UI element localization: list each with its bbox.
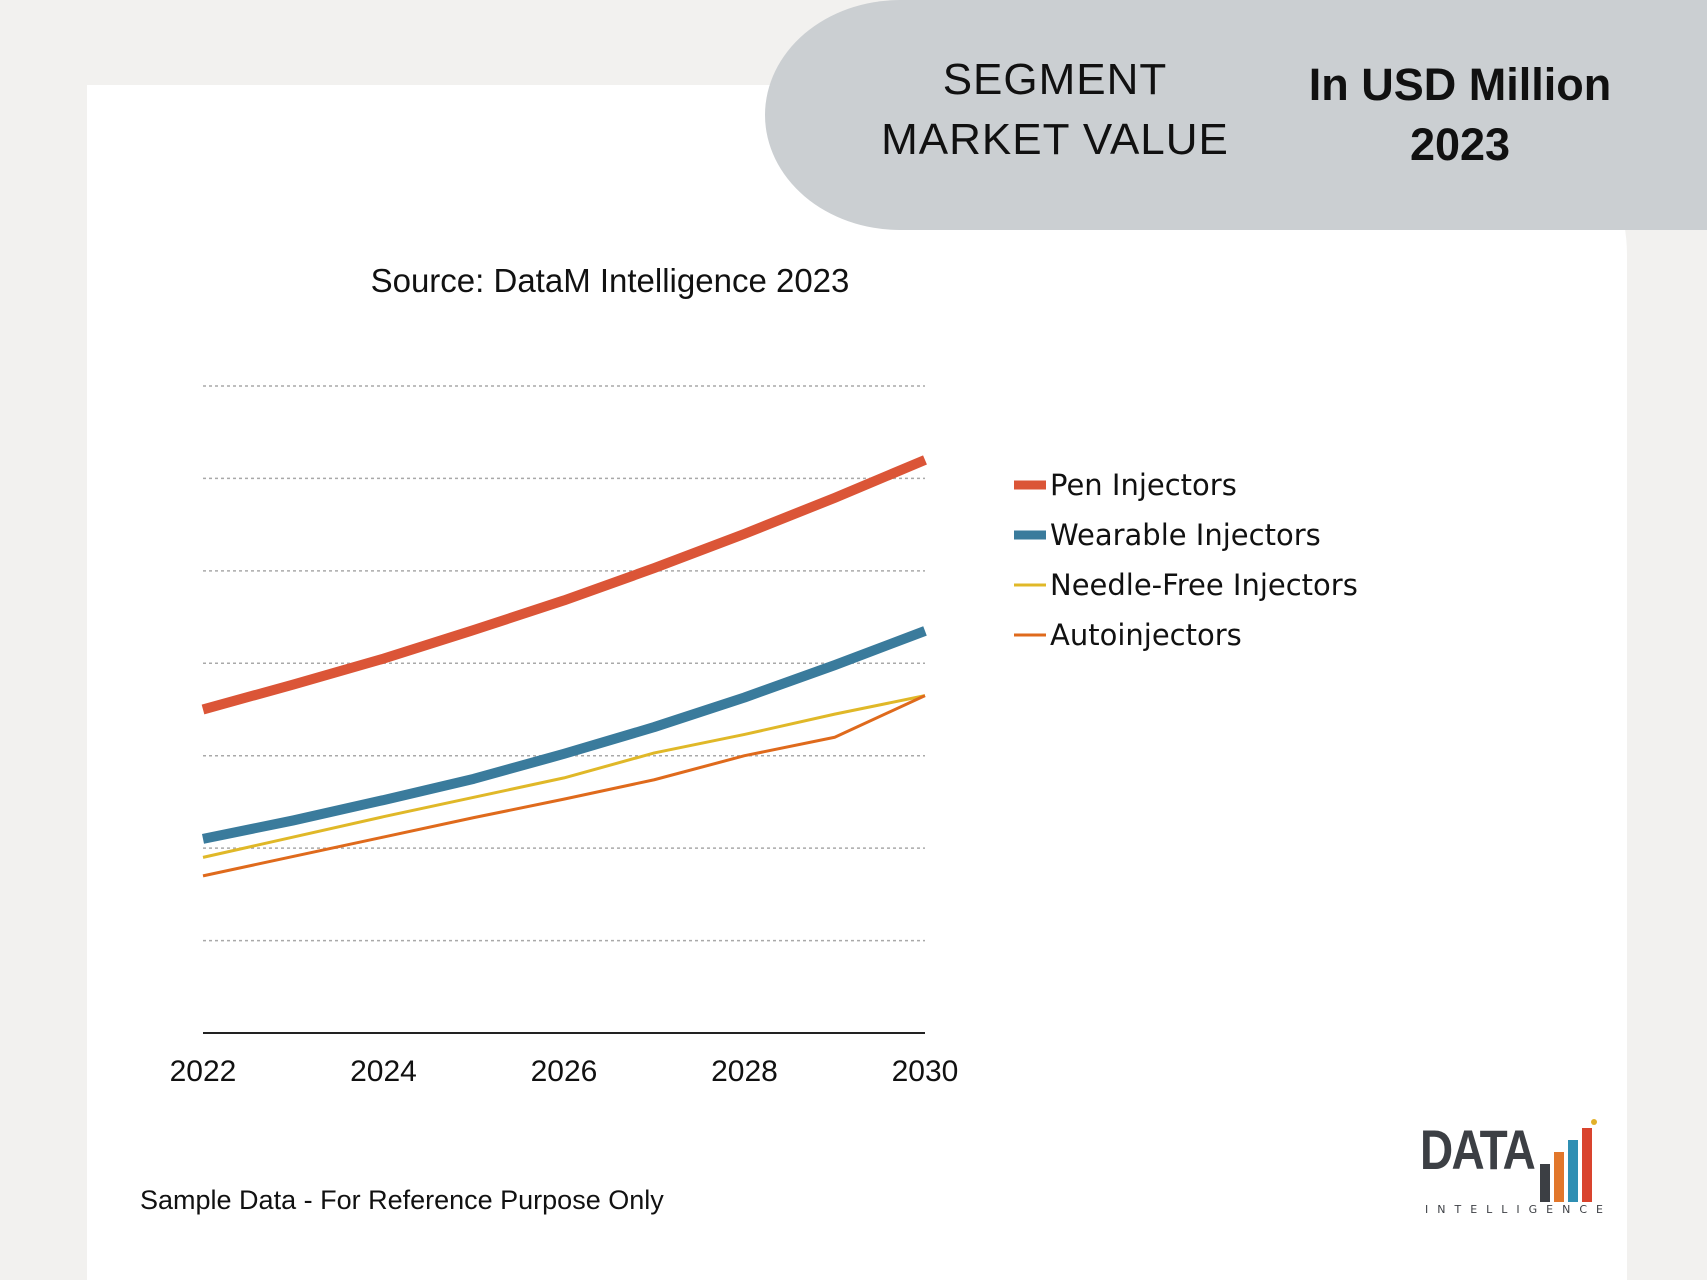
legend-label: Wearable Injectors	[1050, 518, 1321, 552]
footer-disclaimer: Sample Data - For Reference Purpose Only	[140, 1185, 664, 1215]
header-unit-line1: In USD Million	[1308, 59, 1612, 110]
header-banner	[765, 0, 1707, 230]
series-line-pen-injectors	[201, 455, 927, 715]
legend-label: Autoinjectors	[1050, 618, 1242, 652]
logo-bars-icon	[1540, 1119, 1597, 1202]
x-tick-label: 2024	[350, 1055, 417, 1088]
chart-card	[87, 85, 1627, 1280]
x-tick-label: 2030	[892, 1055, 959, 1088]
logo-wordmark: DATA	[1420, 1118, 1536, 1181]
series-line-needle-free-injectors	[202, 694, 926, 859]
datam-logo: DATA INTELLIGENCE	[1420, 1118, 1603, 1218]
header-unit-line2: 2023	[1409, 119, 1511, 170]
header-unit-label: In USD Million 2023	[1290, 55, 1630, 175]
header-segment-label: SEGMENT MARKET VALUE	[880, 50, 1230, 170]
legend-label: Pen Injectors	[1050, 468, 1237, 502]
series-line-wearable-injectors	[201, 626, 927, 844]
header-segment-line2: MARKET VALUE	[881, 115, 1229, 164]
source-caption: Source: DataM Intelligence 2023	[370, 262, 850, 299]
x-tick-label: 2022	[170, 1055, 237, 1088]
logo-subtext: INTELLIGENCE	[1425, 1203, 1612, 1216]
legend-label: Needle-Free Injectors	[1050, 568, 1358, 602]
series-line-autoinjectors	[202, 694, 926, 878]
x-tick-label: 2026	[531, 1055, 598, 1088]
x-tick-label: 2028	[711, 1055, 778, 1088]
header-segment-line1: SEGMENT	[942, 55, 1168, 104]
